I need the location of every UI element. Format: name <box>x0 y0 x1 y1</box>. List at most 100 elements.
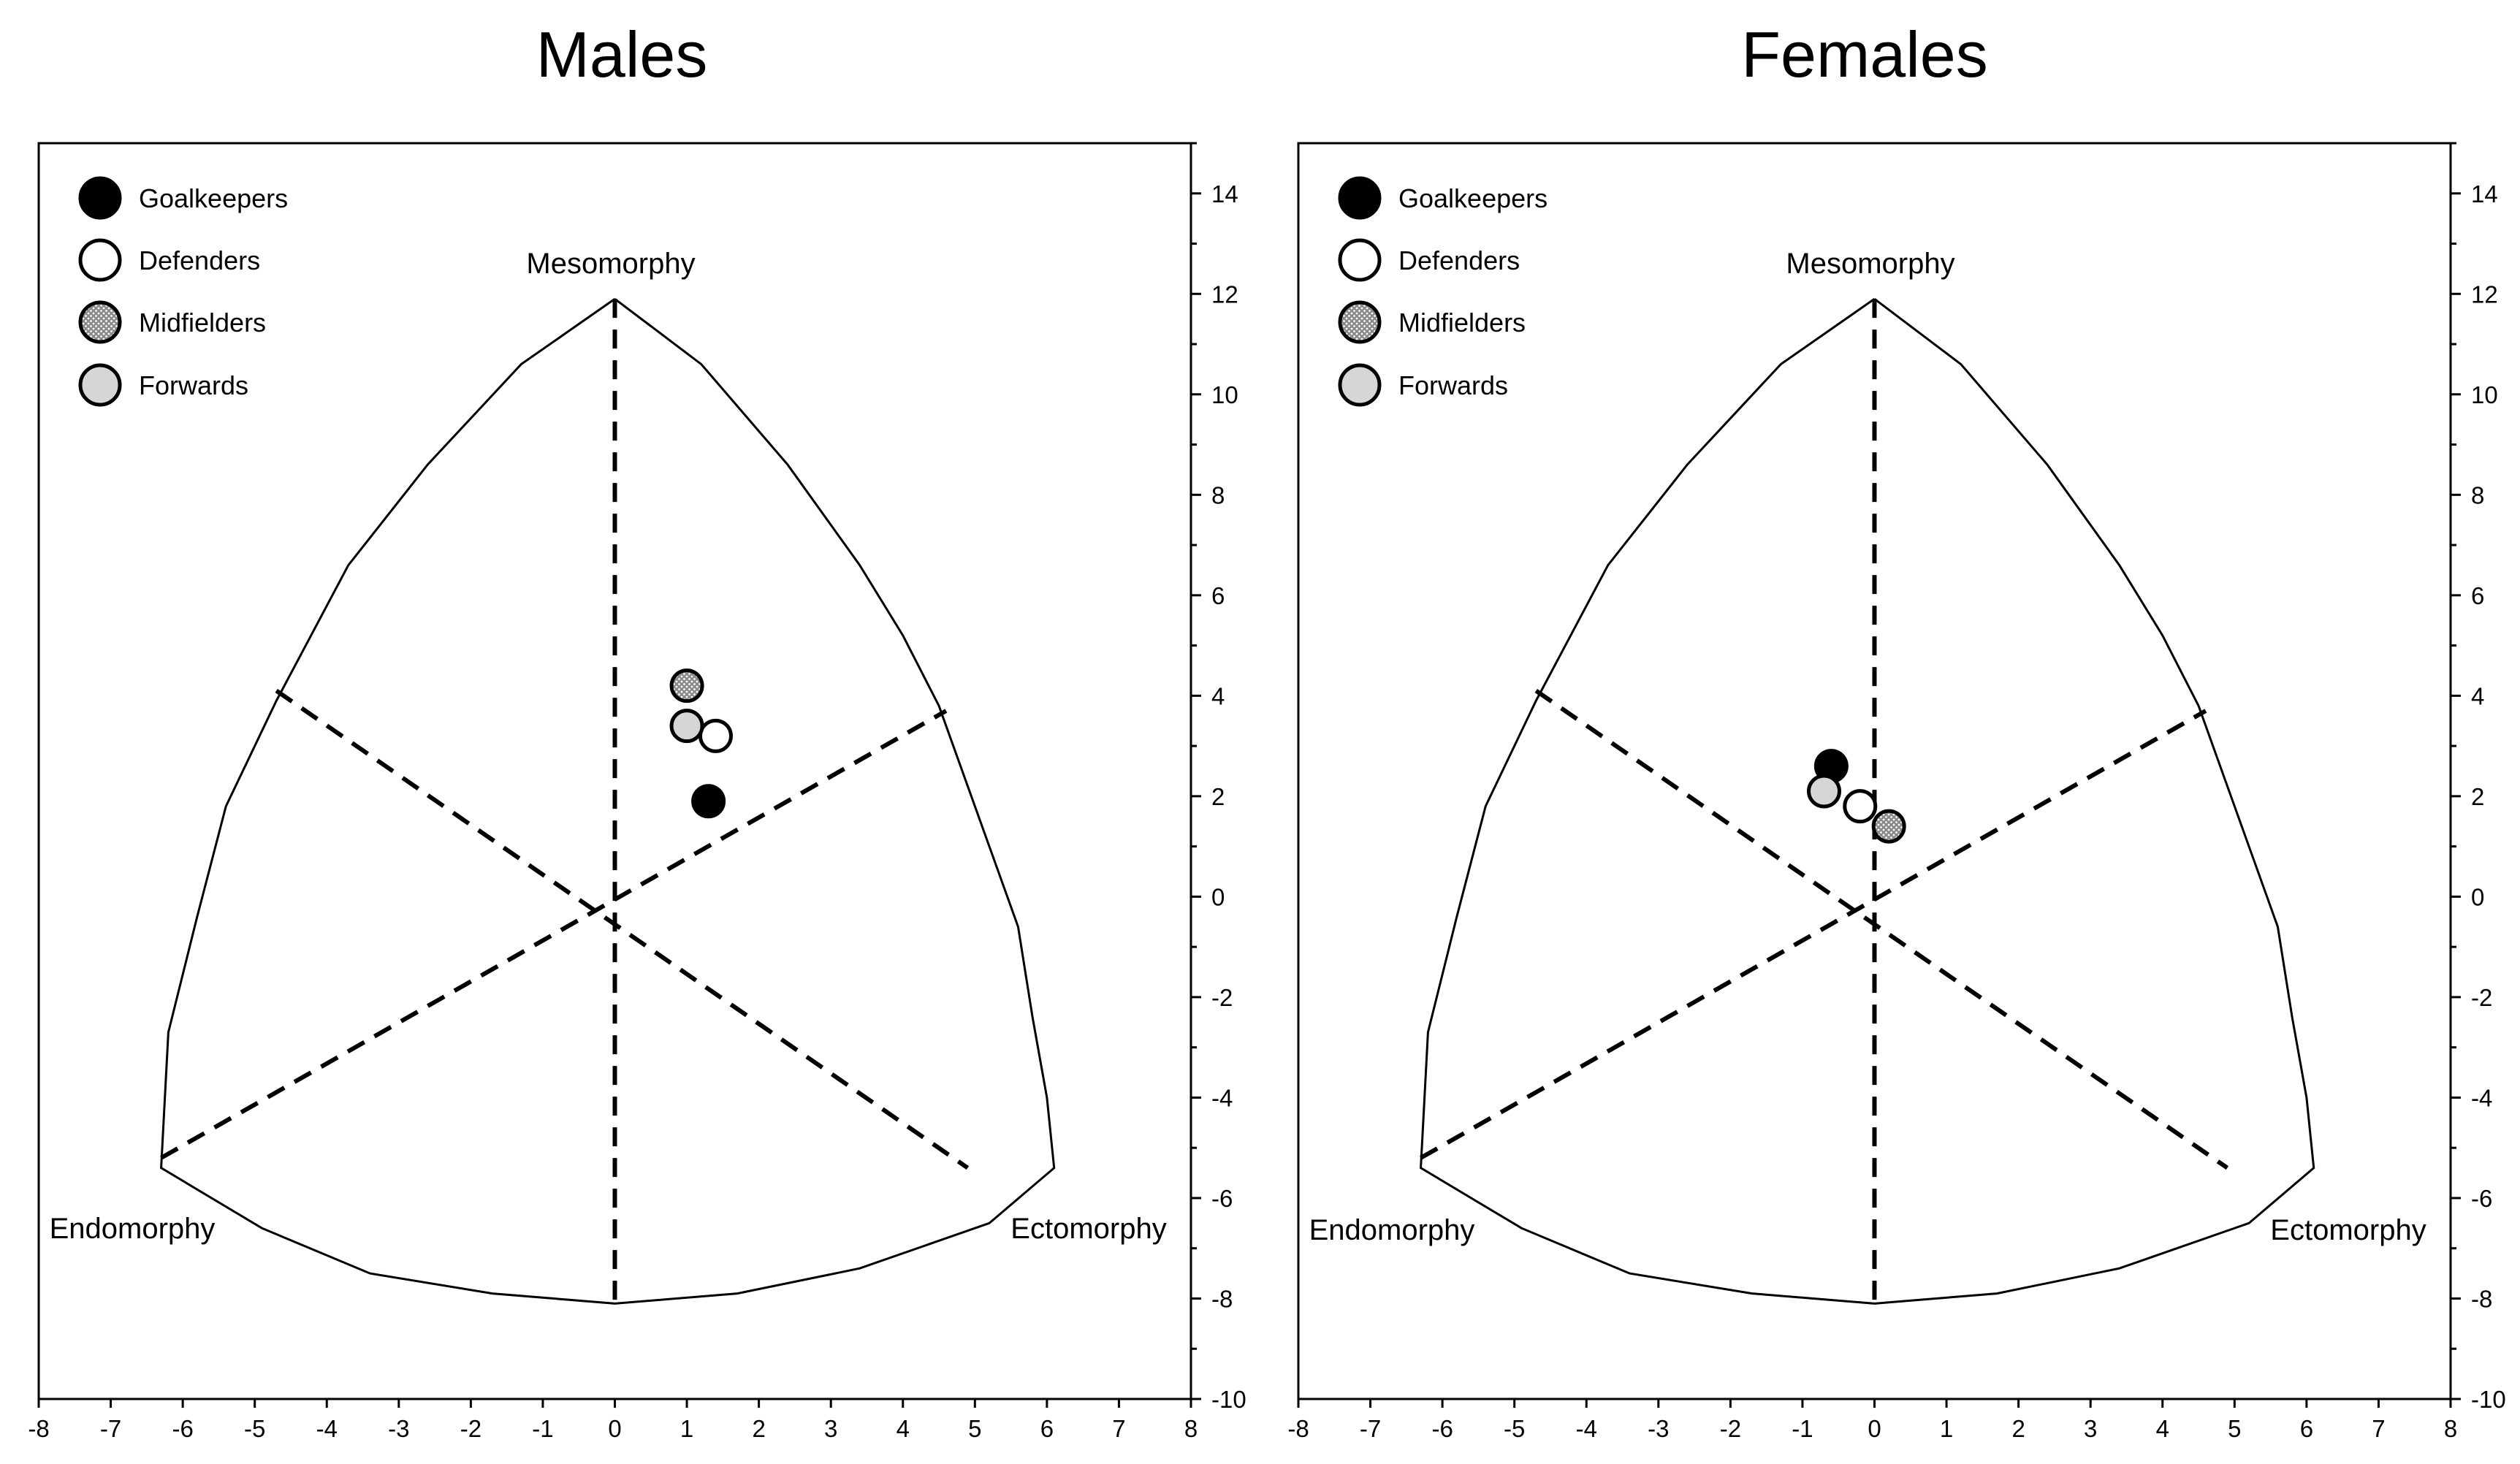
x-tick-label: 5 <box>2228 1415 2241 1442</box>
legend-goalkeepers-label: Goalkeepers <box>1398 183 1548 213</box>
males-title: Males <box>536 18 708 91</box>
legend-forwards-label: Forwards <box>139 370 248 400</box>
y-tick-label: 6 <box>2471 582 2484 609</box>
y-tick-label: -8 <box>1211 1285 1233 1312</box>
females-somatochart-outline <box>1420 297 2315 1305</box>
x-tick-label: -2 <box>460 1415 481 1442</box>
females-label-endomorphy: Endomorphy <box>1309 1214 1475 1246</box>
point-defenders <box>1843 789 1878 824</box>
legend-midfielders-label: Midfielders <box>139 308 266 338</box>
y-tick-label: 12 <box>1211 281 1238 308</box>
females-legend: Goalkeepers Defenders Midfielders Forwar… <box>1338 176 1548 407</box>
y-tick-label: 6 <box>1211 582 1225 609</box>
legend-defenders-label: Defenders <box>139 245 260 275</box>
y-tick-label: 8 <box>2471 481 2484 508</box>
males-y-ticks: -10 -8 -6 -4 -2 0 2 4 6 8 10 12 14 <box>1191 142 1246 1413</box>
x-tick-label: 1 <box>1940 1415 1953 1442</box>
males-x-ticks: -8 -7 -6 -5 -4 -3 -2 -1 0 1 2 3 4 5 6 7 8 <box>28 1399 1198 1442</box>
point-midfielders <box>1871 809 1906 844</box>
point-forwards <box>1807 774 1842 809</box>
legend-midfielders-marker <box>1338 300 1382 344</box>
x-tick-label: 4 <box>2156 1415 2169 1442</box>
x-tick-label: -4 <box>1576 1415 1597 1442</box>
point-midfielders <box>669 668 704 704</box>
y-tick-label: -4 <box>1211 1084 1233 1111</box>
males-label-endomorphy: Endomorphy <box>50 1213 216 1245</box>
x-tick-label: -2 <box>1720 1415 1741 1442</box>
legend-goalkeepers-label: Goalkeepers <box>139 183 288 213</box>
legend-forwards-marker <box>78 363 122 407</box>
legend-goalkeepers-marker <box>78 176 122 220</box>
x-tick-label: -5 <box>244 1415 265 1442</box>
legend-midfielders-label: Midfielders <box>1398 308 1526 338</box>
y-tick-label: 10 <box>2471 381 2498 408</box>
males-somatochart-outline <box>160 297 1056 1305</box>
y-tick-label: -4 <box>2471 1084 2492 1111</box>
y-tick-label: -6 <box>1211 1185 1233 1212</box>
y-tick-label: -10 <box>2471 1386 2506 1413</box>
legend-forwards-marker <box>1338 363 1382 407</box>
x-tick-label: 3 <box>824 1415 837 1442</box>
x-tick-label: 2 <box>752 1415 765 1442</box>
x-tick-label: -5 <box>1504 1415 1525 1442</box>
dashed-axis-line-2 <box>275 689 970 1170</box>
males-legend: Goalkeepers Defenders Midfielders Forwar… <box>78 176 288 407</box>
legend-midfielders-marker <box>78 300 122 344</box>
x-tick-label: 0 <box>1868 1415 1881 1442</box>
x-tick-label: 1 <box>680 1415 693 1442</box>
females-title: Females <box>1741 18 1987 91</box>
x-tick-label: -4 <box>316 1415 338 1442</box>
females-y-ticks: -10 -8 -6 -4 -2 0 2 4 6 8 10 12 14 <box>2451 142 2506 1413</box>
y-tick-label: 14 <box>2471 180 2498 207</box>
point-forwards <box>669 709 704 744</box>
somatochart-boundary <box>1420 297 2315 1305</box>
males-data-points <box>669 668 733 819</box>
y-tick-label: 0 <box>1211 883 1225 910</box>
legend-goalkeepers-marker <box>1338 176 1382 220</box>
x-tick-label: -1 <box>532 1415 553 1442</box>
y-tick-label: -2 <box>2471 984 2492 1011</box>
point-goalkeepers <box>691 784 726 819</box>
x-tick-label: 8 <box>1184 1415 1198 1442</box>
y-tick-label: 4 <box>2471 682 2484 709</box>
x-tick-label: 8 <box>2444 1415 2457 1442</box>
x-tick-label: -6 <box>1431 1415 1453 1442</box>
x-tick-label: -1 <box>1792 1415 1813 1442</box>
x-tick-label: -8 <box>1287 1415 1309 1442</box>
point-defenders <box>698 718 733 753</box>
males-label-ectomorphy: Ectomorphy <box>1010 1213 1166 1245</box>
y-tick-label: -10 <box>1211 1386 1246 1413</box>
y-tick-label: 2 <box>1211 783 1225 810</box>
y-tick-label: 0 <box>2471 883 2484 910</box>
dashed-axis-line-3 <box>160 709 948 1160</box>
females-x-ticks: -8 -7 -6 -5 -4 -3 -2 -1 0 1 2 3 4 5 6 7 8 <box>1287 1399 2457 1442</box>
legend-defenders-label: Defenders <box>1398 245 1520 275</box>
x-tick-label: -3 <box>388 1415 409 1442</box>
x-tick-label: -8 <box>28 1415 49 1442</box>
females-label-ectomorphy: Ectomorphy <box>2270 1214 2426 1246</box>
x-tick-label: 7 <box>2372 1415 2385 1442</box>
x-tick-label: 5 <box>968 1415 981 1442</box>
y-tick-label: -2 <box>1211 984 1233 1011</box>
x-tick-label: 3 <box>2084 1415 2097 1442</box>
females-panel: Females -8 -7 -6 -5 -4 -3 -2 -1 0 1 2 3 4 5 6 7 8 -10-8-… <box>1287 18 2505 1442</box>
legend-forwards-label: Forwards <box>1398 370 1508 400</box>
males-label-mesomorphy: Mesomorphy <box>526 248 695 280</box>
legend-defenders-marker <box>78 238 122 282</box>
y-tick-label: 2 <box>2471 783 2484 810</box>
dashed-axis-line-3 <box>1420 709 2207 1160</box>
males-panel: Males -8 -7 -6 -5 -4 -3 -2 -1 0 1 2 3 4 5 6 7 8 -10-8-6-… <box>28 18 1246 1442</box>
females-label-mesomorphy: Mesomorphy <box>1786 248 1954 280</box>
x-tick-label: 4 <box>897 1415 910 1442</box>
y-tick-label: 12 <box>2471 281 2498 308</box>
x-tick-label: -7 <box>100 1415 121 1442</box>
males-axes-dashed <box>160 299 970 1304</box>
y-tick-label: 4 <box>1211 682 1225 709</box>
x-tick-label: 6 <box>1040 1415 1054 1442</box>
x-tick-label: -7 <box>1360 1415 1381 1442</box>
y-tick-label: -8 <box>2471 1285 2492 1312</box>
y-tick-label: -6 <box>2471 1185 2492 1212</box>
x-tick-label: -3 <box>1648 1415 1669 1442</box>
x-tick-label: 2 <box>2011 1415 2025 1442</box>
y-tick-label: 10 <box>1211 381 1238 408</box>
